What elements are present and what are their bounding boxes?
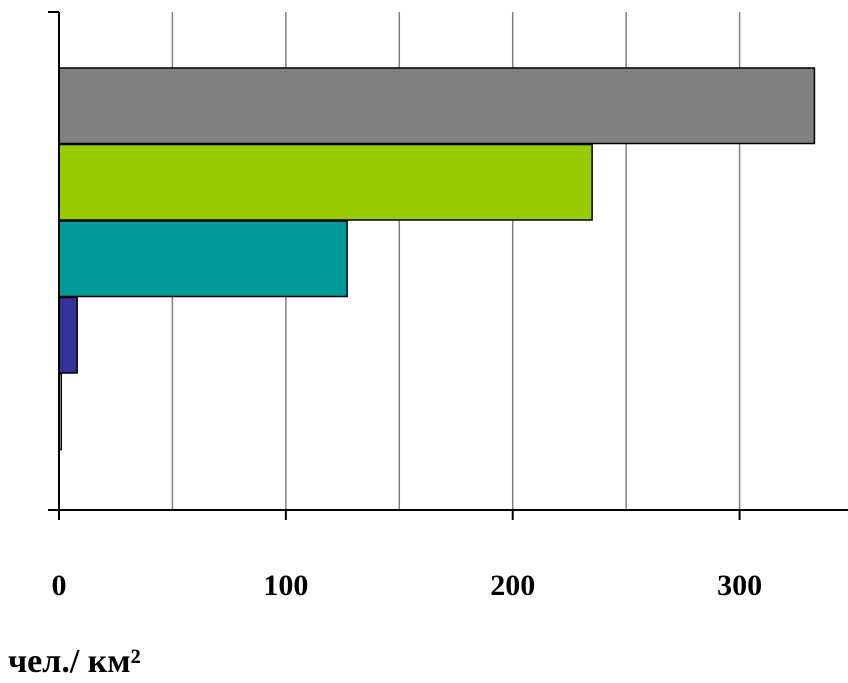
x-axis-title: чел./ км² bbox=[8, 643, 141, 680]
bar bbox=[58, 220, 348, 298]
x-tick-label: 300 bbox=[717, 569, 762, 602]
x-tick-label: 200 bbox=[490, 569, 535, 602]
bar bbox=[58, 296, 78, 374]
bar bbox=[58, 67, 816, 145]
bar bbox=[58, 143, 593, 221]
x-tick-label: 100 bbox=[263, 569, 308, 602]
x-tick-label: 0 bbox=[52, 569, 67, 602]
